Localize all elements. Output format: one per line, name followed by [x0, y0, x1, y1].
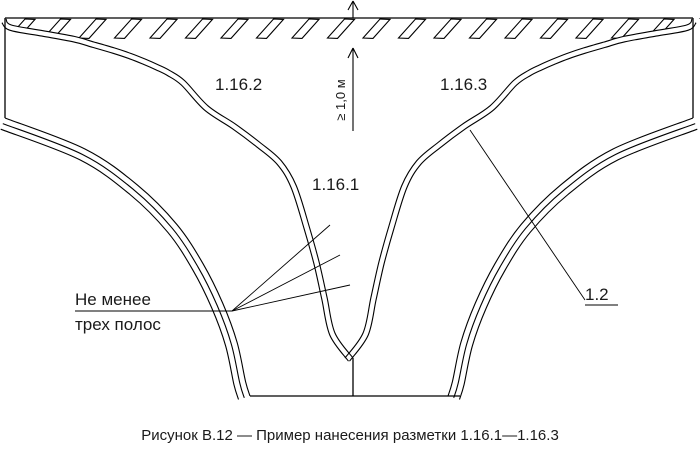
svg-text:1.16.2: 1.16.2: [215, 75, 262, 94]
svg-text:1.16.3: 1.16.3: [440, 75, 487, 94]
svg-text:1.16.1: 1.16.1: [312, 175, 359, 194]
svg-text:Не менее: Не менее: [75, 290, 151, 309]
svg-text:трех полос: трех полос: [75, 315, 161, 334]
svg-text:Рисунок В.12 — Пример нанесени: Рисунок В.12 — Пример нанесения разметки…: [141, 427, 559, 444]
svg-text:1.2: 1.2: [585, 285, 609, 304]
svg-text:≥ 1,0 м: ≥ 1,0 м: [333, 79, 348, 120]
